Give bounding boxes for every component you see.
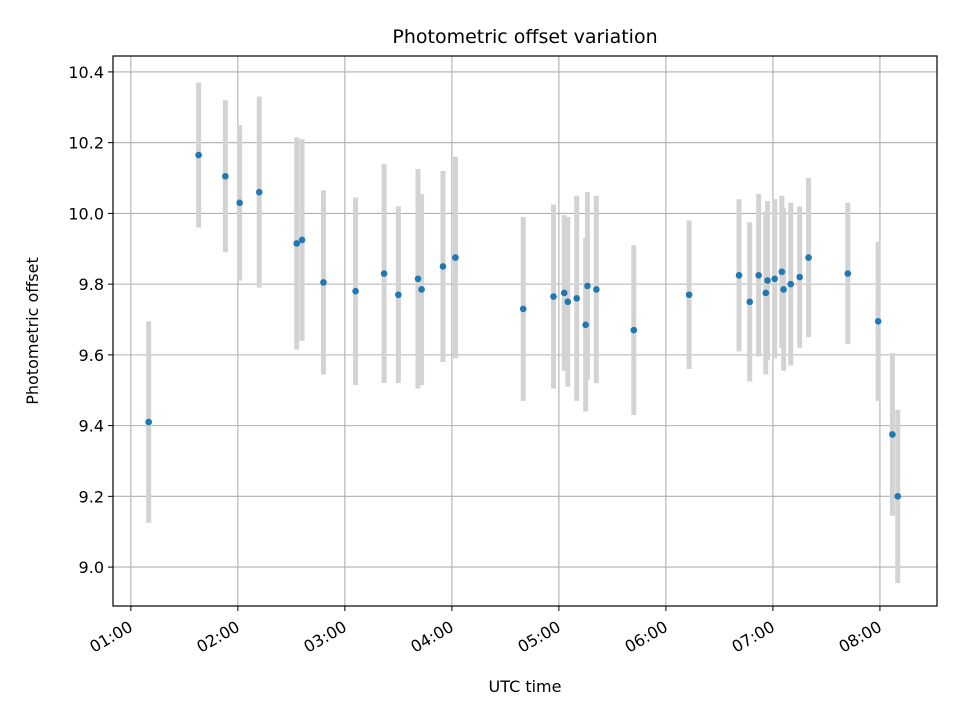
data-point bbox=[320, 279, 327, 286]
data-point bbox=[564, 298, 572, 306]
y-tick-label: 10.2 bbox=[68, 134, 104, 153]
data-point bbox=[222, 172, 229, 180]
y-tick-label: 9.4 bbox=[79, 417, 104, 436]
data-point bbox=[236, 199, 243, 207]
data-point bbox=[380, 270, 388, 277]
data-point bbox=[573, 294, 581, 302]
data-points bbox=[145, 151, 902, 500]
data-point bbox=[796, 273, 803, 281]
data-point bbox=[746, 298, 754, 306]
data-point bbox=[439, 263, 447, 270]
data-point bbox=[780, 286, 787, 293]
data-point bbox=[685, 291, 693, 299]
data-point bbox=[894, 493, 902, 500]
data-point bbox=[787, 280, 795, 288]
data-point bbox=[582, 321, 589, 329]
data-point bbox=[771, 275, 778, 283]
data-point bbox=[395, 291, 402, 299]
data-point bbox=[550, 293, 557, 300]
y-axis: 9.0 9.2 9.4 9.6 9.8 10.0 10.2 10.4 bbox=[68, 63, 113, 577]
data-point bbox=[414, 275, 422, 283]
data-point bbox=[630, 326, 638, 334]
data-point bbox=[778, 268, 786, 276]
y-tick-label: 9.2 bbox=[79, 487, 104, 506]
data-point bbox=[735, 271, 743, 279]
data-point bbox=[352, 287, 359, 295]
data-point bbox=[844, 270, 852, 277]
data-point bbox=[195, 151, 202, 159]
plot-frame bbox=[112, 55, 938, 607]
chart-title: Photometric offset variation bbox=[392, 26, 657, 48]
y-tick-label: 10.0 bbox=[68, 204, 104, 223]
data-point bbox=[298, 236, 306, 244]
data-point bbox=[805, 254, 812, 261]
data-point bbox=[293, 240, 301, 247]
data-point bbox=[755, 271, 762, 279]
data-point bbox=[764, 277, 771, 284]
data-point bbox=[560, 289, 568, 297]
y-axis-title: Photometric offset bbox=[23, 257, 42, 405]
data-point bbox=[874, 317, 882, 325]
data-point bbox=[889, 431, 896, 438]
x-axis-title: UTC time bbox=[489, 677, 562, 696]
data-point bbox=[145, 418, 152, 426]
data-point bbox=[452, 254, 459, 261]
data-point bbox=[519, 305, 527, 313]
y-tick-label: 10.4 bbox=[68, 63, 104, 82]
data-point bbox=[593, 286, 600, 293]
data-point bbox=[762, 289, 770, 297]
data-point bbox=[418, 286, 425, 293]
y-tick-label: 9.6 bbox=[79, 346, 104, 365]
data-point bbox=[584, 282, 591, 290]
data-point bbox=[255, 188, 263, 196]
y-tick-label: 9.8 bbox=[79, 275, 104, 294]
y-tick-label: 9.0 bbox=[79, 558, 104, 577]
